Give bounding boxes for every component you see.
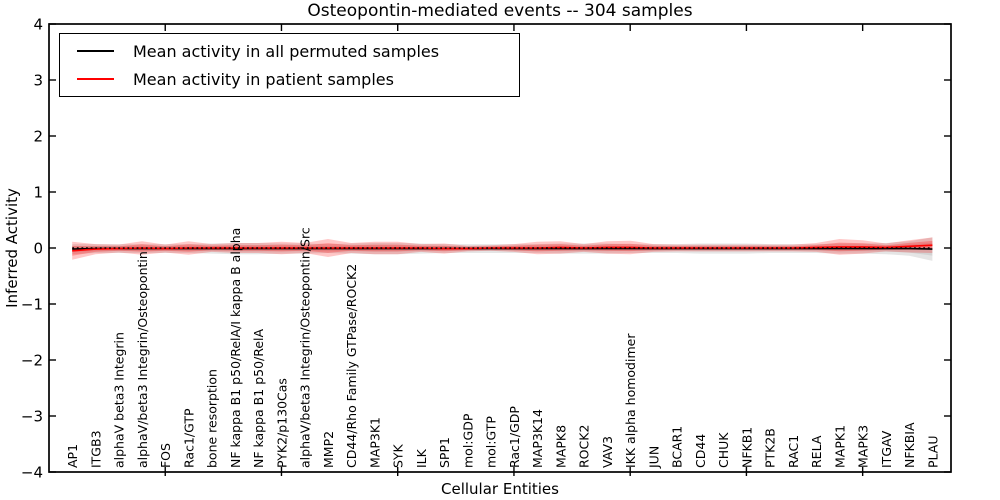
x-category-label: IKK alpha homodimer (623, 333, 638, 468)
x-category-label: CD44 (693, 434, 708, 468)
y-tick-label: 2 (33, 128, 43, 146)
x-category-label: BCAR1 (670, 426, 685, 468)
y-tick-label: 3 (33, 72, 43, 90)
y-tick-label: 4 (33, 16, 43, 34)
legend-box: Mean activity in all permuted samples Me… (59, 33, 520, 97)
x-category-label: Rac1/GTP (181, 408, 196, 468)
legend-row-patient: Mean activity in patient samples (60, 65, 519, 93)
x-category-label: ILK (414, 448, 429, 468)
x-category-label: PYK2/p130Cas (274, 378, 289, 468)
y-tick-label: −4 (21, 464, 43, 482)
x-category-label: MAP3K1 (367, 417, 382, 468)
x-category-label: Rac1/GDP (507, 406, 522, 468)
x-category-label: FOS (158, 443, 173, 468)
legend-label-patient: Mean activity in patient samples (133, 69, 394, 89)
x-category-label: alphaV/beta3 Integrin/Osteopontin (135, 251, 150, 468)
x-category-label: MMP2 (321, 431, 336, 468)
x-category-label: ITGAV (879, 430, 894, 468)
x-category-label: mol:GDP (460, 413, 475, 468)
x-category-label: PLAU (925, 436, 940, 469)
x-category-label: JUN (646, 446, 661, 469)
x-category-label: MAPK8 (553, 425, 568, 468)
x-category-label: SYK (391, 443, 406, 468)
x-category-label: PTK2B (763, 428, 778, 468)
x-category-label: bone resorption (205, 369, 220, 468)
x-category-label: MAPK1 (832, 425, 847, 468)
x-category-label: SPP1 (437, 437, 452, 468)
x-category-label: RELA (809, 435, 824, 468)
x-category-label: MAP3K14 (530, 409, 545, 468)
x-category-label: ITGB3 (88, 430, 103, 468)
chart-title: Osteopontin-mediated events -- 304 sampl… (307, 1, 693, 21)
x-category-label: alphaV/beta3 Integrin/Osteopontin/Src (298, 227, 313, 468)
y-tick-label: −1 (21, 296, 43, 314)
x-category-label: mol:GTP (484, 416, 499, 468)
y-tick-label: 0 (33, 240, 43, 258)
x-category-label: NF kappa B1 p50/RelA/I kappa B alpha (228, 228, 243, 468)
x-category-label: NFKBIA (902, 422, 917, 468)
y-tick-label: −3 (21, 408, 43, 426)
x-category-label: alphaV beta3 Integrin (112, 332, 127, 468)
y-axis-label: Inferred Activity (3, 188, 22, 308)
permuted-line-swatch (77, 50, 114, 52)
y-tick-label: −2 (21, 352, 43, 370)
x-category-label: NFKB1 (739, 427, 754, 468)
x-category-label: AP1 (65, 444, 80, 468)
x-category-label: MAPK3 (856, 425, 871, 468)
x-category-label: VAV3 (600, 436, 615, 468)
patient-line-swatch (77, 78, 114, 80)
x-category-label: CD44/Rho Family GTPase/ROCK2 (344, 264, 359, 468)
x-category-label: NF kappa B1 p50/RelA (251, 328, 266, 468)
legend-row-permuted: Mean activity in all permuted samples (60, 37, 519, 65)
x-category-label: CHUK (716, 432, 731, 468)
y-tick-label: 1 (33, 184, 43, 202)
legend-label-permuted: Mean activity in all permuted samples (133, 41, 440, 61)
y-axis-label-wrap: Inferred Activity (0, 24, 24, 472)
x-category-label: ROCK2 (577, 425, 592, 468)
x-category-label: RAC1 (786, 435, 801, 468)
x-axis-label: Cellular Entities (441, 480, 559, 498)
